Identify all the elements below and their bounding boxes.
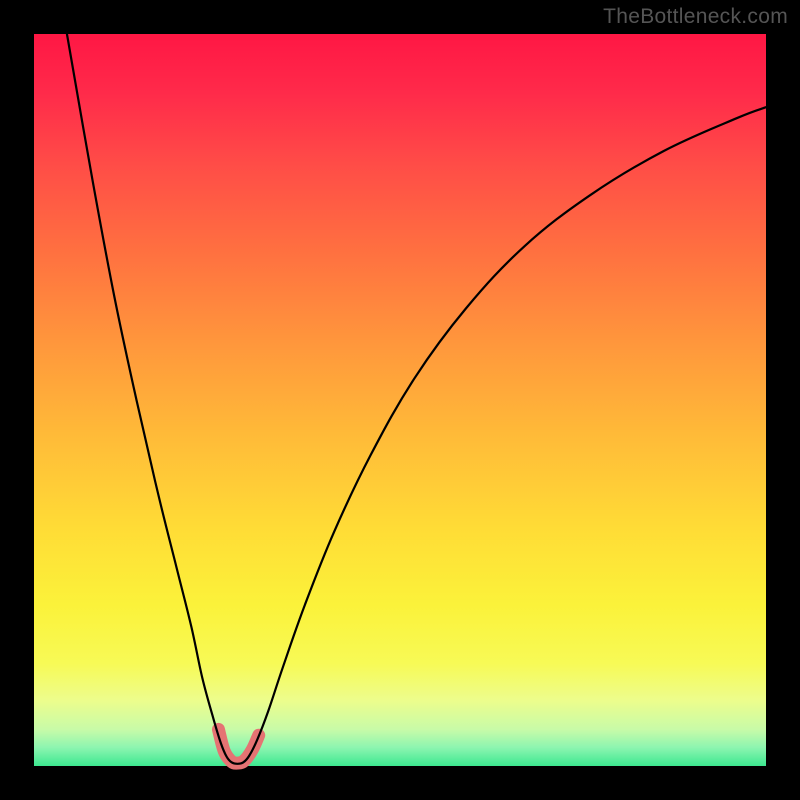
chart-container: TheBottleneck.com [0,0,800,800]
watermark: TheBottleneck.com [603,5,788,29]
bottleneck-curve-chart [0,0,800,800]
